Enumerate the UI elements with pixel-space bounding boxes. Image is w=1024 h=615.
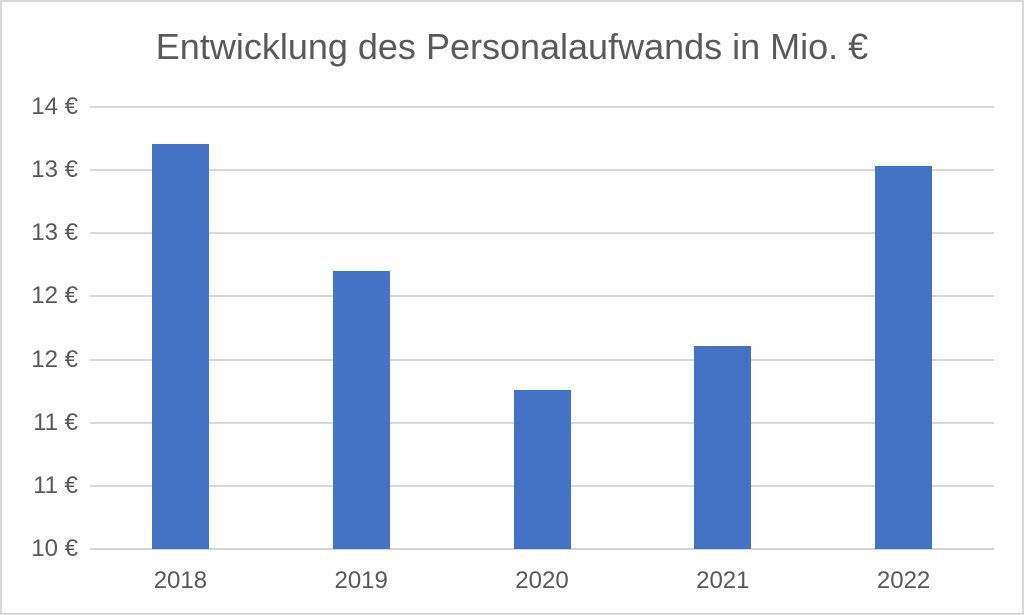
bar-2020 [513, 389, 571, 549]
bar-2022 [875, 166, 933, 549]
chart-title: Entwicklung des Personalaufwands in Mio.… [155, 26, 869, 67]
y-tick-label: 13 € [31, 219, 78, 247]
x-tick-label-2020: 2020 [515, 567, 569, 594]
bar-2018 [151, 143, 209, 549]
y-tick-label: 12 € [31, 345, 78, 373]
gridline [90, 295, 994, 298]
x-axis-line [90, 548, 994, 550]
y-tick-label: 10 € [31, 535, 78, 562]
y-tick-label: 13 € [31, 156, 78, 184]
bar-2021 [694, 345, 752, 549]
gridline [90, 169, 994, 172]
y-tick-label: 12 € [31, 282, 78, 310]
x-tick-label-2018: 2018 [153, 567, 208, 594]
y-tick-label: 11 € [33, 471, 78, 499]
bar-2019 [332, 271, 390, 549]
x-tick-label-2021: 2021 [696, 567, 750, 594]
gridline [90, 106, 994, 108]
gridline [90, 232, 994, 235]
gridline [90, 358, 994, 361]
y-tick-label: 11 € [33, 408, 78, 436]
x-tick-label-2019: 2019 [334, 567, 388, 594]
y-tick-label: 14 € [31, 93, 78, 120]
x-tick-label-2022: 2022 [876, 567, 931, 594]
